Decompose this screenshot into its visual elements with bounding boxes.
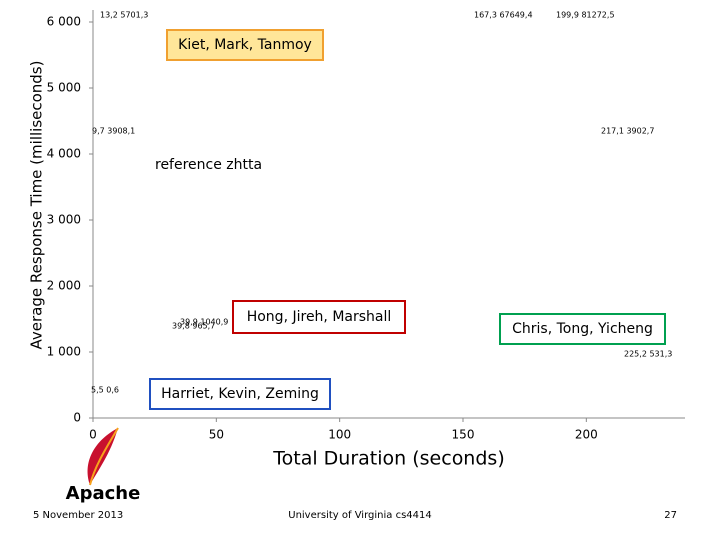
x-tick-label: 100 — [328, 428, 351, 442]
group-box — [232, 300, 406, 334]
point-label: 217,1 3902,7 — [601, 127, 654, 136]
point-label: 13,2 5701,3 — [100, 11, 148, 20]
logo-text: Apache — [66, 483, 141, 504]
x-axis-label: Total Duration (seconds) — [272, 448, 504, 470]
group-label: Hong, Jireh, Marshall — [247, 309, 392, 325]
point-label: 39,8 965,7 — [172, 322, 215, 331]
point-label: 5,5 0,6 — [91, 386, 119, 395]
y-tick-label: 5 000 — [47, 81, 81, 95]
y-tick-label: 3 000 — [47, 213, 81, 227]
point-label: 225,2 531,3 — [624, 350, 672, 359]
point-label: 199,9 81272,5 — [556, 11, 615, 20]
point-label: 9,7 3908,1 — [92, 127, 135, 136]
y-tick-label: 0 — [73, 411, 81, 425]
group-box — [149, 378, 331, 410]
y-tick-label: 2 000 — [47, 279, 81, 293]
feather-quill — [89, 427, 119, 486]
apache-logo: Apache — [66, 427, 141, 504]
group-box — [166, 29, 324, 61]
footer-date: 5 November 2013 — [33, 510, 123, 521]
point-label: 167,3 67649,4 — [474, 11, 533, 20]
page-number: 27 — [664, 510, 677, 521]
group-label: Kiet, Mark, Tanmoy — [178, 37, 312, 53]
group-label: Chris, Tong, Yicheng — [512, 321, 653, 337]
footer-source: University of Virginia cs4414 — [288, 510, 431, 521]
y-tick-label: 6 000 — [47, 15, 81, 29]
x-tick-label: 50 — [209, 428, 224, 442]
group-box — [499, 313, 666, 345]
y-tick-label: 1 000 — [47, 345, 81, 359]
group-label: Harriet, Kevin, Zeming — [161, 386, 319, 402]
x-tick-label: 200 — [575, 428, 598, 442]
y-axis-label: Average Response Time (milliseconds) — [28, 61, 46, 350]
x-tick-label: 0 — [89, 428, 97, 442]
x-tick-label: 150 — [452, 428, 475, 442]
point-label: 39,9 1040,9 — [180, 318, 228, 327]
y-tick-label: 4 000 — [47, 147, 81, 161]
group-label: reference zhtta — [155, 157, 262, 173]
